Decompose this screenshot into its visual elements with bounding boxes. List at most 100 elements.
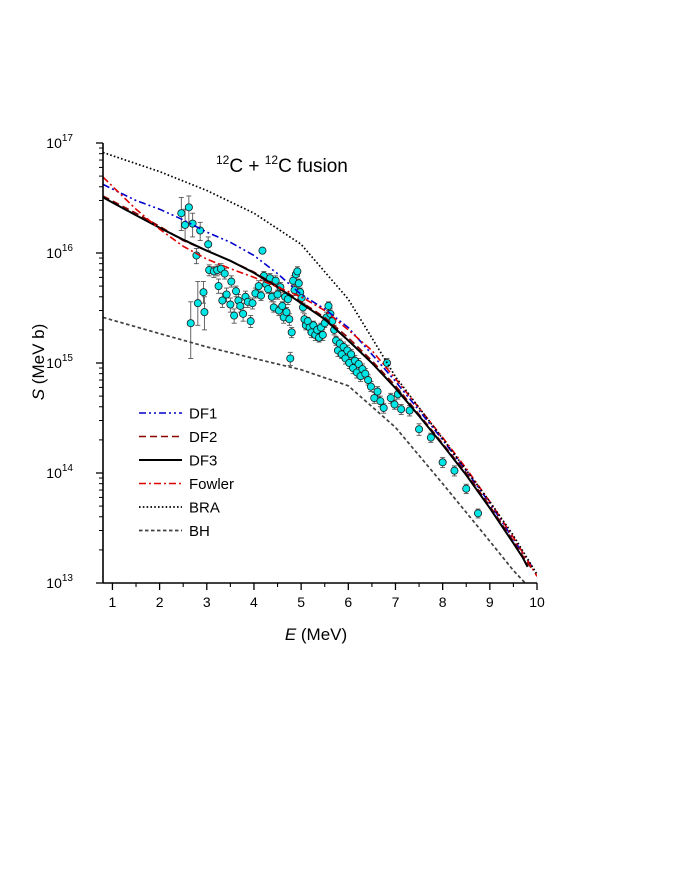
data-point <box>347 350 356 359</box>
data-point <box>462 484 471 493</box>
legend-label-fowler: Fowler <box>189 476 234 493</box>
y-tick-label: 1016 <box>46 243 73 261</box>
series-line-df1 <box>103 183 533 568</box>
data-point <box>376 397 385 406</box>
data-point <box>397 405 406 414</box>
data-point <box>386 394 395 403</box>
curves-group <box>103 151 537 583</box>
data-point <box>193 299 202 308</box>
data-point <box>199 288 208 297</box>
data-point <box>239 309 248 318</box>
y-tick-label: 1014 <box>46 463 73 481</box>
x-axis-title: E (MeV) <box>285 625 347 644</box>
y-tick-label: 1013 <box>46 573 73 591</box>
y-tick-mantissa: 10 <box>46 465 62 481</box>
chart-title-suffix: fusion <box>292 156 348 177</box>
data-point <box>379 403 388 412</box>
data-point <box>248 299 257 308</box>
data-point <box>246 317 255 326</box>
x-tick-label: 2 <box>156 594 164 610</box>
data-point <box>364 376 373 385</box>
y-axis-symbol: S <box>29 388 48 400</box>
data-point <box>293 267 302 276</box>
x-tick-label: 4 <box>250 594 258 610</box>
data-point <box>278 301 287 310</box>
data-point <box>366 382 375 391</box>
data-point <box>230 311 239 320</box>
data-point <box>273 290 282 299</box>
series-line-fowler <box>103 176 537 577</box>
data-point <box>177 209 186 218</box>
data-point <box>287 328 296 337</box>
data-point <box>474 509 483 518</box>
data-point <box>373 387 382 396</box>
data-point <box>285 315 294 324</box>
data-point <box>264 285 273 294</box>
data-point <box>415 425 424 434</box>
data-point <box>258 246 267 255</box>
data-point <box>318 330 327 339</box>
data-point <box>222 290 231 299</box>
y-tick-mantissa: 10 <box>46 575 62 591</box>
data-point <box>200 308 209 317</box>
legend: DF1 DF2 DF3 Fowler BRA BH <box>139 406 234 540</box>
y-axis-title: S (MeV b) <box>29 324 48 401</box>
y-axis-unit: (MeV b) <box>29 324 48 389</box>
data-point <box>390 400 399 409</box>
y-tick-mantissa: 10 <box>46 135 62 151</box>
legend-label-bra: BRA <box>189 500 220 517</box>
series-line-bra <box>103 151 537 575</box>
data-point <box>236 301 245 310</box>
data-point <box>257 291 266 300</box>
legend-label-df1: DF1 <box>189 406 217 423</box>
data-point <box>324 301 333 310</box>
data-point <box>438 458 447 467</box>
x-tick-label: 1 <box>109 594 117 610</box>
y-tick-exponent: 17 <box>62 133 74 144</box>
y-tick-exponent: 16 <box>62 243 74 254</box>
legend-label-bh: BH <box>189 523 210 540</box>
x-tick-label: 3 <box>203 594 211 610</box>
x-tick-label: 9 <box>486 594 494 610</box>
x-tick-label: 5 <box>297 594 305 610</box>
chart-title-isotope-b: 12 <box>265 153 279 167</box>
y-tick-mantissa: 10 <box>46 355 62 371</box>
chart-title-nucleus-a: C <box>229 156 243 177</box>
x-tick-label: 10 <box>529 594 545 610</box>
data-point <box>286 354 295 363</box>
y-tick-exponent: 13 <box>62 573 74 584</box>
series-line-df3 <box>103 196 529 568</box>
legend-label-df2: DF2 <box>189 429 217 446</box>
x-axis-symbol: E <box>285 625 297 644</box>
x-axis-unit: (MeV) <box>296 625 347 644</box>
y-tick-label: 1017 <box>46 133 73 151</box>
chart-title: 12C + 12C fusion <box>216 153 348 177</box>
data-point <box>254 282 263 291</box>
series-line-bh <box>103 316 526 583</box>
data-points-group <box>177 195 483 519</box>
chart-title-isotope-a: 12 <box>216 153 230 167</box>
data-point <box>204 240 213 249</box>
data-point <box>282 308 291 317</box>
data-point <box>450 466 459 475</box>
data-point <box>226 300 235 309</box>
data-point <box>426 433 435 442</box>
chart-title-plus: + <box>243 156 265 177</box>
y-tick-label: 1015 <box>46 353 73 371</box>
data-point <box>218 296 227 305</box>
data-point <box>214 282 223 291</box>
y-tick-exponent: 14 <box>62 463 74 474</box>
data-point <box>220 269 229 278</box>
data-point <box>186 319 195 328</box>
y-tick-exponent: 15 <box>62 353 74 364</box>
x-tick-label: 7 <box>392 594 400 610</box>
data-point <box>227 277 236 286</box>
series-line-df2 <box>103 195 533 570</box>
legend-label-df3: DF3 <box>189 453 217 470</box>
x-tick-label: 8 <box>439 594 447 610</box>
data-point <box>294 279 303 288</box>
data-point <box>283 295 292 304</box>
data-point <box>232 287 241 296</box>
